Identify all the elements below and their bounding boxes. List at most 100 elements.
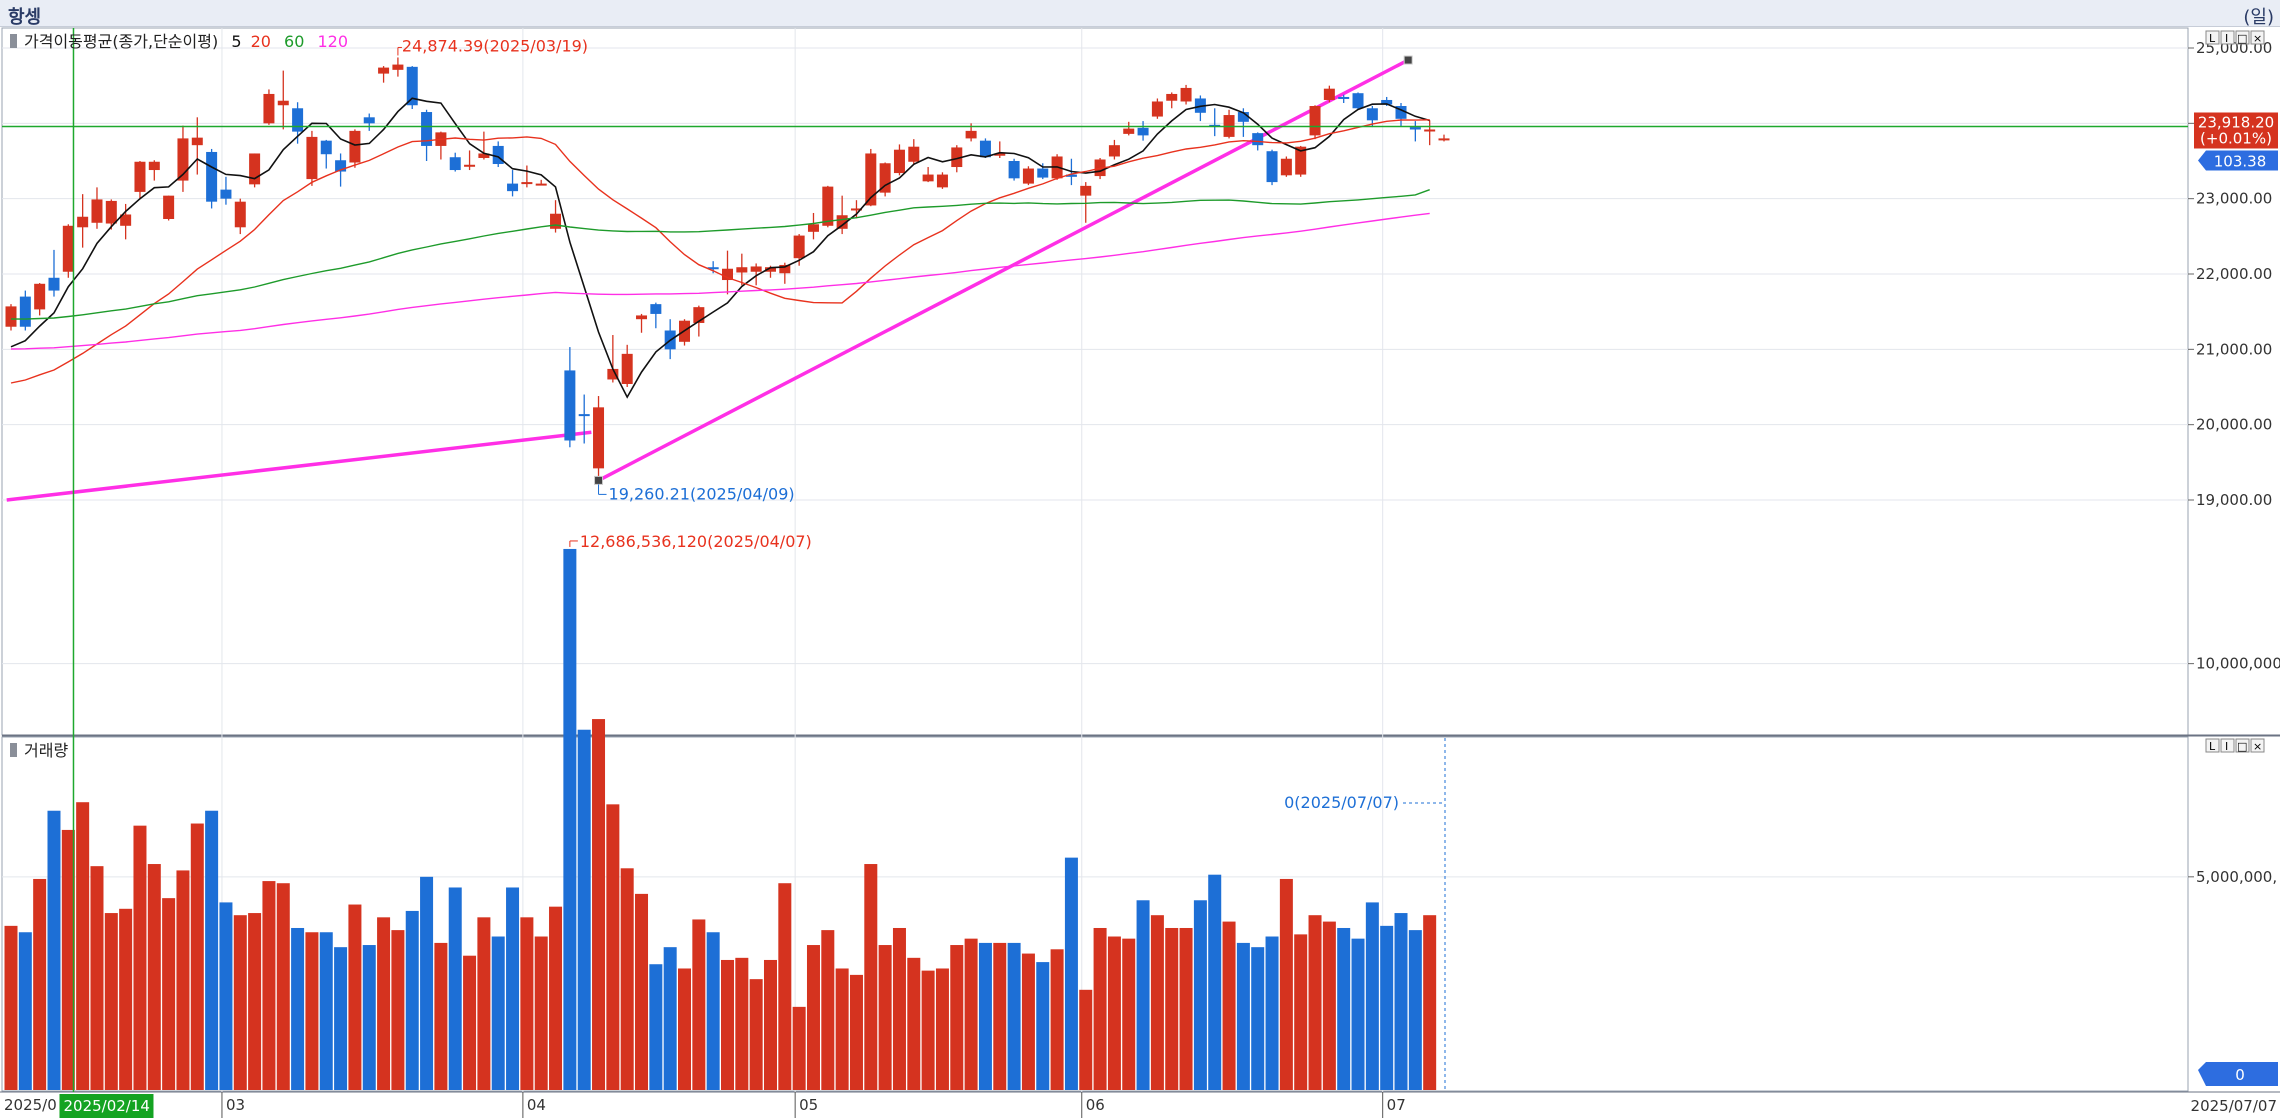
volume-panel-controls[interactable]: L I □ ×: [2205, 738, 2265, 753]
candle-body: [19, 296, 31, 327]
candle-body: [263, 93, 275, 124]
candle-body: [965, 130, 977, 139]
candle-body: [1123, 128, 1135, 134]
candle-body: [1395, 106, 1407, 119]
volume-legend: 거래량: [10, 741, 68, 760]
candle-body: [148, 161, 160, 171]
panel-maximize-button[interactable]: [2235, 738, 2250, 753]
candle-body: [48, 277, 60, 291]
volume-last-badge-label: 0: [2235, 1066, 2245, 1084]
volume-bar: [233, 915, 247, 1090]
volume-bar: [1265, 936, 1279, 1090]
change-badge-label: 103.38: [2214, 152, 2267, 170]
volume-bar: [792, 1006, 806, 1090]
panel-maximize-button-label: □: [2237, 32, 2247, 45]
candle-body: [363, 117, 375, 124]
volume-bar: [721, 959, 734, 1090]
candle-body: [406, 66, 418, 106]
candle-body: [105, 200, 117, 224]
volume-bar: [219, 902, 233, 1090]
volume-bar: [1294, 934, 1308, 1090]
panel-maximize-button-label: □: [2237, 740, 2247, 753]
ma-5-line: [10, 97, 1430, 399]
month-tick-label: 03: [226, 1096, 245, 1114]
candle-body: [134, 161, 146, 192]
panel-i-button[interactable]: [2220, 738, 2235, 753]
panel-i-button[interactable]: [2220, 30, 2235, 45]
volume-bar: [276, 883, 290, 1090]
ma-5-label: 5: [231, 32, 241, 51]
volume-bar: [1193, 900, 1207, 1090]
volume-bar: [749, 979, 763, 1090]
volume-bar: [76, 802, 90, 1090]
candle-body: [277, 100, 289, 106]
candle-body: [836, 215, 848, 229]
ma-20-line: [10, 119, 1430, 384]
month-tick-label: 07: [1387, 1096, 1406, 1114]
candle-body: [449, 157, 461, 171]
volume-bar: [978, 942, 992, 1090]
volume-bar: [262, 881, 276, 1090]
candle-body: [936, 174, 948, 188]
volume-bar: [319, 932, 333, 1090]
panel-maximize-button[interactable]: [2235, 30, 2250, 45]
candle-body: [91, 199, 103, 223]
period-unit[interactable]: (일): [2243, 7, 2274, 28]
volume-bar: [1322, 921, 1336, 1090]
panel-close-button[interactable]: [2250, 30, 2265, 45]
volume-bar: [1007, 942, 1021, 1090]
change-badge: 103.38: [2198, 150, 2278, 171]
volume-bar: [663, 947, 677, 1090]
candle-body: [1338, 96, 1350, 99]
high-annotation: 24,874.39(2025/03/19): [397, 36, 588, 56]
trendline-end-marker[interactable]: [1403, 55, 1413, 65]
volume-bar: [1308, 915, 1322, 1090]
crosshair-date-label: 2025/02/14: [63, 1097, 149, 1115]
volume-bar: [1423, 915, 1437, 1090]
volume-bar: [993, 942, 1007, 1090]
candle-body: [335, 160, 347, 172]
volume-bar: [1136, 900, 1150, 1090]
panel-l-button-label: L: [2209, 740, 2216, 753]
volume-bar: [806, 945, 820, 1090]
panel-l-button[interactable]: [2205, 738, 2220, 753]
legend-handle-icon: [10, 34, 17, 48]
current-change-label: (+0.01%): [2200, 129, 2272, 147]
candle-body: [320, 140, 332, 155]
volume-bar: [1107, 936, 1121, 1090]
price-panel-controls[interactable]: L I □ ×: [2205, 30, 2265, 45]
candle-body: [1151, 101, 1163, 117]
volume-bar: [678, 968, 692, 1090]
candle-body: [1409, 127, 1421, 130]
panel-i-button-label: I: [2225, 740, 2228, 753]
volume-bars: [4, 548, 1437, 1090]
volume-axis: 5,000,000, 10,000,000,: [2188, 655, 2280, 886]
volume-bar: [133, 825, 147, 1090]
volume-bar: [1179, 927, 1193, 1090]
candle-body: [564, 370, 576, 441]
volume-bar: [1251, 947, 1265, 1090]
low-point-marker[interactable]: [594, 475, 604, 485]
candle-body: [191, 137, 203, 146]
candle-body: [206, 151, 218, 202]
panel-close-button[interactable]: [2250, 738, 2265, 753]
volume-bar: [362, 945, 376, 1090]
volume-bar: [391, 930, 405, 1090]
volume-bar: [1036, 962, 1050, 1090]
volume-bar: [577, 729, 591, 1090]
chart-title: 항셍: [8, 7, 42, 28]
candle-body: [1280, 158, 1292, 176]
candle-body: [292, 108, 304, 132]
candle-body: [1366, 108, 1378, 121]
last-volume-label: 0(2025/07/07): [1284, 793, 1399, 812]
candle-body: [521, 182, 533, 185]
panel-l-button[interactable]: [2205, 30, 2220, 45]
panel-i-button-label: I: [2225, 32, 2228, 45]
volume-bar: [33, 878, 47, 1090]
candle-body: [707, 267, 719, 270]
month-tick-label: 06: [1086, 1096, 1105, 1114]
volume-bar: [348, 904, 362, 1090]
volume-bar: [549, 906, 563, 1090]
panel-close-button-label: ×: [2253, 740, 2262, 753]
